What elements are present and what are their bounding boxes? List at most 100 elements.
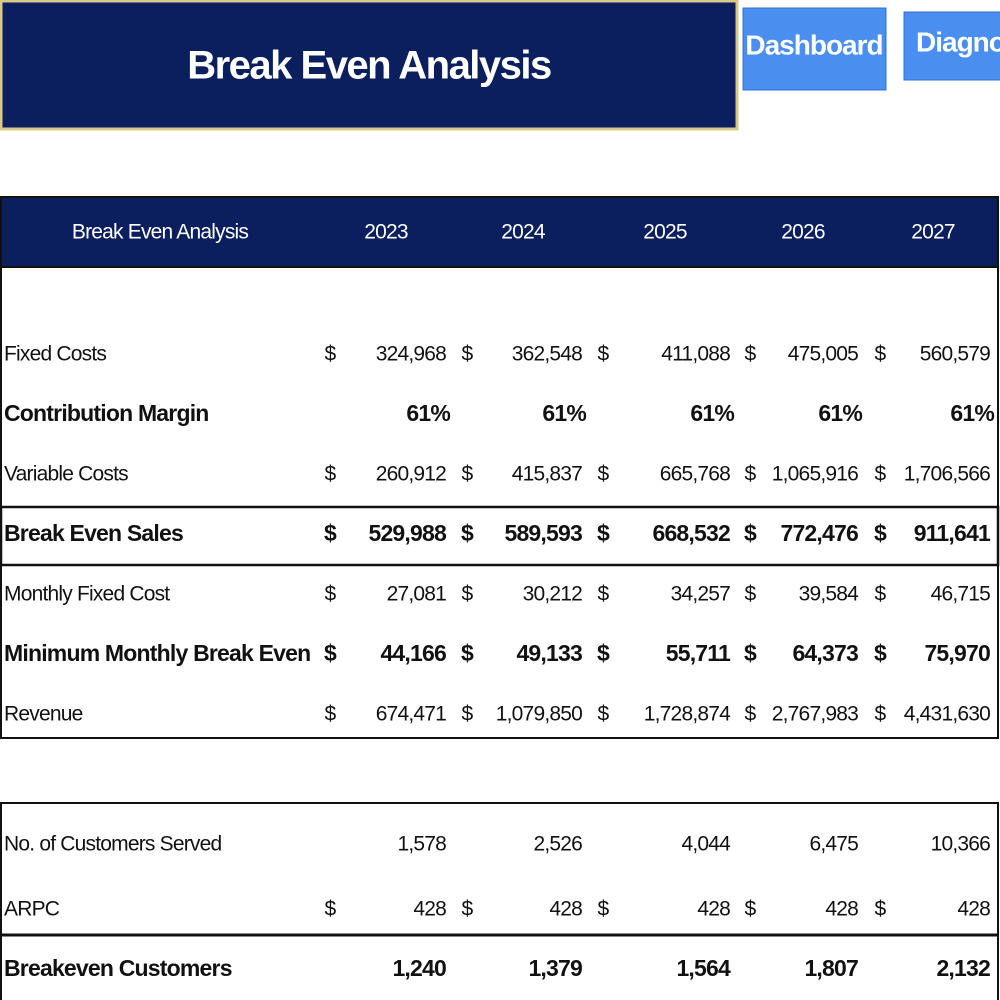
currency: $ <box>462 703 474 726</box>
button-label[interactable]: Dashboard <box>745 29 883 60</box>
row-label: Break Even Sales <box>4 520 183 546</box>
row-label: Fixed Costs <box>4 343 106 366</box>
currency: $ <box>875 703 887 726</box>
currency: $ <box>324 640 337 666</box>
cell-value: 674,471 <box>376 703 446 726</box>
tables: Break Even Analysis 2023 2024 2025 2026 2027 F… <box>0 196 1000 1000</box>
currency: $ <box>744 520 757 546</box>
currency: $ <box>875 463 887 486</box>
currency: $ <box>325 343 337 366</box>
cell-value: 1,065,916 <box>772 463 858 486</box>
cell-value: 2,526 <box>533 833 582 856</box>
cell-value: 46,715 <box>931 583 991 606</box>
table-frame <box>0 802 999 1000</box>
row-label: Breakeven Customers <box>4 955 232 981</box>
cell-value: 560,579 <box>920 343 990 366</box>
cell-value: 61% <box>690 400 734 426</box>
currency: $ <box>325 703 337 726</box>
header-year: 2026 <box>781 221 825 244</box>
table-header <box>0 196 999 268</box>
cell-value: 772,476 <box>780 520 858 546</box>
cell-value: 589,593 <box>504 520 582 546</box>
cell-value: 6,475 <box>809 833 858 856</box>
cell-value: 529,988 <box>368 520 447 546</box>
currency: $ <box>745 898 757 921</box>
cell-value: 4,044 <box>681 833 731 856</box>
cell-value: 260,912 <box>376 463 446 486</box>
cell-value: 39,584 <box>799 583 860 606</box>
cell-value: 30,212 <box>523 583 583 606</box>
cell-value: 61% <box>406 400 450 426</box>
cell-value: 1,706,566 <box>904 463 990 486</box>
currency: $ <box>874 520 887 546</box>
cell-value: 75,970 <box>924 640 990 666</box>
header-title: Break Even Analysis <box>72 221 249 244</box>
cell-value: 61% <box>950 400 994 426</box>
currency: $ <box>462 463 474 486</box>
header-year: 2025 <box>643 221 687 244</box>
currency: $ <box>744 640 757 666</box>
cell-value: 1,564 <box>676 955 731 981</box>
currency: $ <box>597 520 610 546</box>
cell-value: 411,088 <box>661 343 730 366</box>
cell-value: 34,257 <box>671 583 731 606</box>
currency: $ <box>745 343 757 366</box>
currency: $ <box>745 583 757 606</box>
cell-value: 911,641 <box>914 520 991 546</box>
row-label: Monthly Fixed Cost <box>4 583 170 606</box>
cell-value: 415,837 <box>512 463 582 486</box>
cell-value: 428 <box>413 898 446 921</box>
cell-value: 428 <box>549 898 582 921</box>
cell-value: 1,379 <box>528 955 582 981</box>
currency: $ <box>598 703 610 726</box>
currency: $ <box>462 583 474 606</box>
currency: $ <box>325 463 337 486</box>
cell-value: 1,578 <box>397 833 446 856</box>
cell-value: 1,728,874 <box>644 703 731 726</box>
currency: $ <box>324 520 337 546</box>
page-title: Break Even Analysis <box>187 44 551 88</box>
currency: $ <box>875 898 887 921</box>
cell-value: 668,532 <box>652 520 730 546</box>
button-label[interactable]: Diagnostic <box>916 26 1000 57</box>
cell-value: 428 <box>957 898 990 921</box>
currency: $ <box>745 463 757 486</box>
row-label: ARPC <box>4 898 60 921</box>
header-year: 2027 <box>911 221 955 244</box>
currency: $ <box>325 898 337 921</box>
cell-value: 324,968 <box>376 343 446 366</box>
currency: $ <box>462 343 474 366</box>
cell-value: 2,767,983 <box>772 703 858 726</box>
currency: $ <box>598 583 610 606</box>
currency: $ <box>325 583 337 606</box>
currency: $ <box>598 898 610 921</box>
cell-value: 475,005 <box>788 343 858 366</box>
currency: $ <box>462 898 474 921</box>
header-year: 2024 <box>501 221 546 244</box>
row-label: No. of Customers Served <box>4 833 221 856</box>
currency: $ <box>598 343 610 366</box>
button[interactable] <box>742 7 887 91</box>
cell-value: 428 <box>825 898 858 921</box>
cell-value: 27,081 <box>387 583 447 606</box>
currency: $ <box>461 520 474 546</box>
cell-value: 10,366 <box>931 833 991 856</box>
cell-value: 55,711 <box>666 640 731 666</box>
cell-value: 2,132 <box>936 955 990 981</box>
currency: $ <box>597 640 610 666</box>
cell-value: 1,240 <box>392 955 446 981</box>
cell-value: 428 <box>697 898 730 921</box>
row-box <box>0 505 1000 567</box>
cell-value: 4,431,630 <box>904 703 990 726</box>
row-label: Variable Costs <box>4 463 128 486</box>
row-label: Contribution Margin <box>4 400 209 426</box>
button[interactable] <box>903 11 1000 81</box>
header-year: 2023 <box>364 221 408 244</box>
currency: $ <box>874 640 887 666</box>
cell-value: 665,768 <box>660 463 730 486</box>
currency: $ <box>875 343 887 366</box>
title-box <box>0 0 739 131</box>
row-label: Revenue <box>4 703 83 726</box>
